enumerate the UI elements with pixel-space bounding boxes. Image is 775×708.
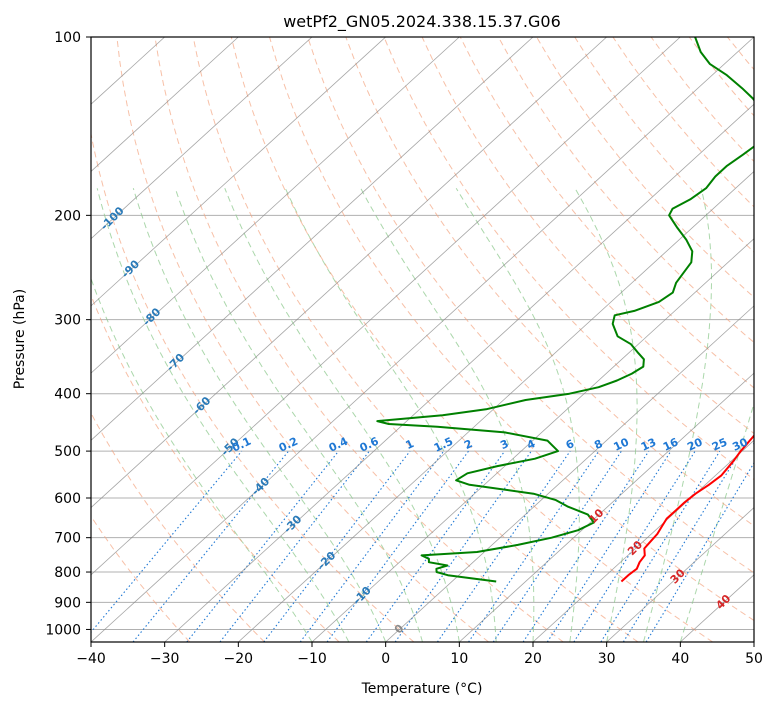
moist-adiabats [91, 187, 754, 642]
y-tick-label: 300 [54, 313, 81, 329]
axis-ticks: −40 −30 −20 −10 0 10 20 30 40 50 100 200 300 400 500 60… [45, 30, 763, 667]
mixing-ratio-label: 13 [639, 436, 658, 454]
isotherm-line [164, 103, 754, 642]
mixing-ratio-label: 16 [661, 435, 681, 453]
mixing-ratio-label: 20 [685, 435, 705, 453]
isotherm-line [91, 37, 534, 441]
mixing-ratio-line [394, 450, 532, 642]
y-tick-label: 600 [54, 491, 81, 507]
x-tick-label: −40 [76, 651, 106, 667]
dry-adiabat-line [116, 37, 489, 642]
pressure-gridlines [91, 37, 754, 630]
isotherm-line [459, 372, 754, 642]
x-tick-label: −30 [150, 651, 180, 667]
moist-adiabat-line [574, 187, 638, 642]
y-tick-label: 900 [54, 595, 81, 611]
moist-adiabat-line [132, 188, 387, 642]
dry-adiabat-line [192, 37, 639, 642]
mixing-ratio-line [622, 450, 741, 642]
plot-area: -100-90-80-70-60-50-40-30-20-10010203040… [91, 37, 771, 642]
dry-adiabat-line [154, 37, 564, 642]
isotherm-line [532, 439, 754, 642]
moist-adiabat-line [96, 188, 350, 642]
mixing-ratio-line [365, 450, 506, 642]
mixing-ratio-label: 10 [612, 435, 632, 453]
x-tick-label: 50 [745, 651, 763, 667]
y-tick-label: 700 [54, 531, 81, 547]
y-tick-label: 800 [54, 565, 81, 581]
moist-adiabat-line [174, 188, 423, 642]
dry-adiabat-line [383, 37, 754, 481]
mixing-ratio-line [132, 450, 290, 642]
mixing-ratio-label: 25 [710, 436, 729, 454]
dewpoint-profile [376, 37, 754, 583]
dry-adiabat-line [307, 37, 754, 574]
plot-frame [90, 36, 755, 643]
skewed-isotherms [91, 37, 754, 642]
dry-adiabat-line [91, 131, 415, 642]
isotherm-line [606, 507, 754, 642]
y-axis-title: Pressure (hPa) [12, 289, 28, 389]
mixing-ratio-line [468, 450, 600, 642]
x-tick-label: 20 [524, 651, 542, 667]
dry-adiabat-line [269, 37, 754, 622]
y-tick-label: 200 [54, 208, 81, 224]
isotherm-line [91, 37, 313, 240]
isotherm-line [91, 37, 460, 374]
isotherm-line [91, 37, 239, 172]
mixing-ratio-line [186, 450, 340, 642]
y-tick-label: 400 [54, 387, 81, 403]
y-tick-label: 100 [54, 30, 81, 46]
x-tick-label: 10 [450, 651, 468, 667]
dry-adiabat-line [230, 37, 713, 642]
moist-adiabat-line [679, 401, 754, 642]
moist-adiabat-line [91, 277, 313, 642]
x-tick-label: 0 [381, 651, 390, 667]
mixing-ratio-lines [91, 450, 754, 642]
moist-adiabat-line [643, 188, 712, 642]
isotherm-line [91, 37, 681, 576]
moist-adiabat-line [284, 187, 497, 642]
dry-adiabat-line [91, 515, 191, 642]
dry-adiabat-line [91, 412, 265, 642]
temperature-profile [620, 434, 754, 583]
mixing-ratio-line [91, 450, 243, 634]
isotherm-line [385, 305, 754, 642]
mixing-ratio-label: 30 [730, 435, 750, 453]
x-tick-label: 40 [671, 651, 689, 667]
x-axis-title: Temperature (°C) [361, 681, 483, 697]
moist-adiabat-line [224, 188, 460, 642]
isotherm-line [311, 238, 754, 642]
x-tick-label: −20 [224, 651, 254, 667]
isotherm-line [91, 37, 386, 307]
mixing-ratio-line [219, 450, 370, 642]
x-tick-label: 30 [598, 651, 616, 667]
sounding-profiles [376, 37, 754, 583]
isotherm-line [238, 170, 754, 642]
chart-title: wetPf2_GN05.2024.338.15.37.G06 [283, 12, 561, 32]
isotherm-line [91, 37, 607, 509]
y-tick-label: 500 [54, 444, 81, 460]
mixing-ratio-line [600, 450, 721, 642]
x-tick-label: −10 [297, 651, 327, 667]
dry-adiabat-line [536, 37, 754, 298]
y-tick-label: 1000 [45, 622, 81, 638]
mixing-ratio-label: 36 [751, 435, 771, 453]
mixing-ratio-line [645, 461, 754, 642]
dry-adiabat-line [497, 37, 754, 344]
isotherm-line [91, 37, 754, 642]
mixing-ratio-line [573, 450, 696, 642]
mixing-ratio-line [263, 450, 411, 642]
